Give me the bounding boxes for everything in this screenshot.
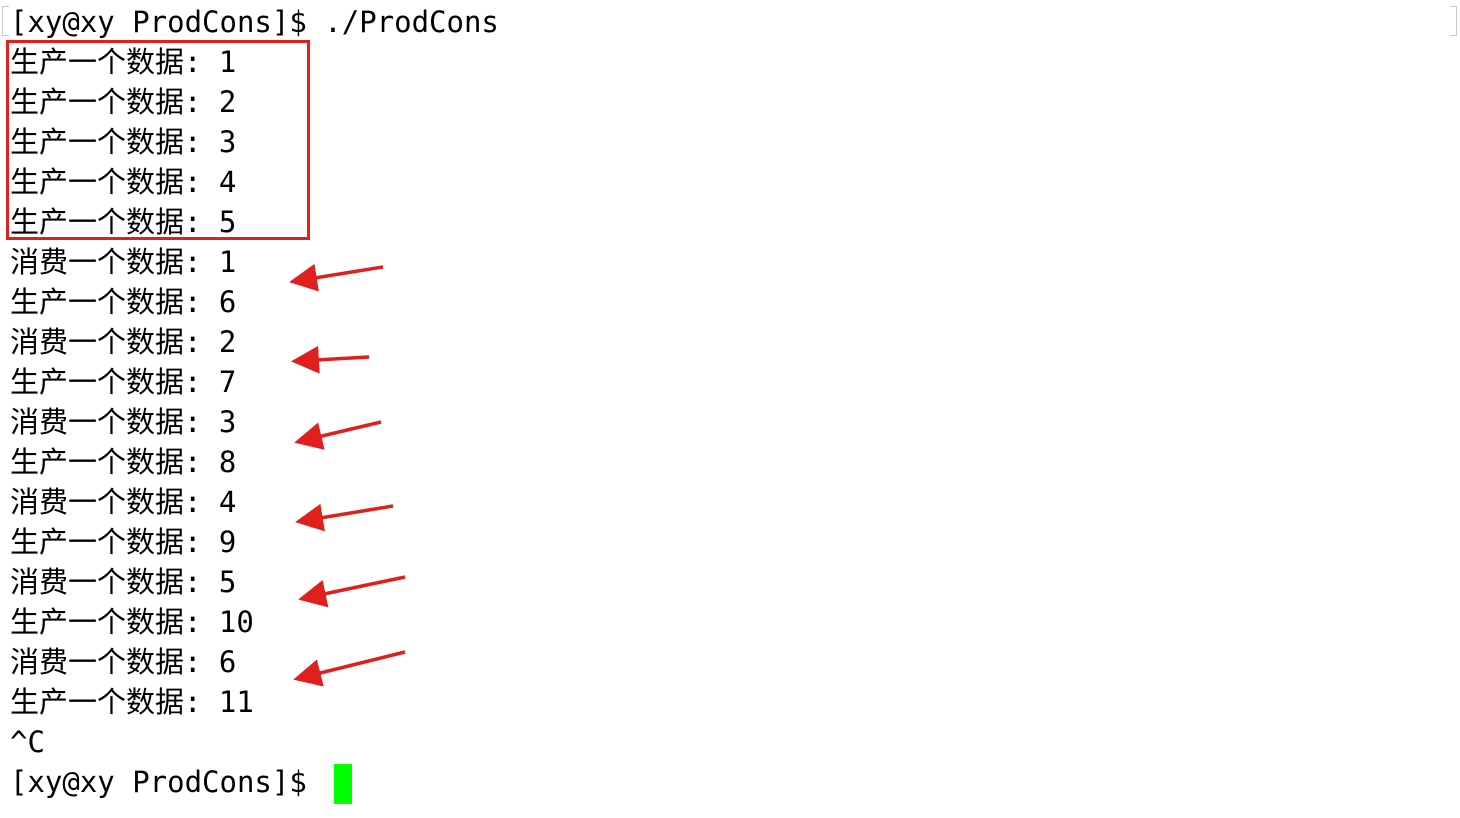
output-line: 生产一个数据: 6 bbox=[10, 285, 237, 319]
output-line: 生产一个数据: 11 bbox=[10, 685, 254, 719]
right-edge-marker bbox=[1450, 6, 1457, 36]
output-line: 生产一个数据: 8 bbox=[10, 445, 237, 479]
arrow bbox=[295, 503, 394, 532]
arrow bbox=[293, 650, 406, 687]
output-line: 消费一个数据: 4 bbox=[10, 485, 237, 519]
output-line: 生产一个数据: 3 bbox=[10, 125, 237, 159]
output-line: 生产一个数据: 7 bbox=[10, 365, 237, 399]
text-cursor bbox=[334, 764, 352, 804]
output-line: 生产一个数据: 1 bbox=[10, 45, 237, 79]
output-line: 消费一个数据: 5 bbox=[10, 565, 237, 599]
output-line: 生产一个数据: 2 bbox=[10, 85, 237, 119]
shell-prompt-line[interactable]: [xy@xy ProdCons]$ bbox=[10, 765, 325, 799]
output-line: 消费一个数据: 3 bbox=[10, 405, 237, 439]
arrow bbox=[294, 420, 382, 450]
left-edge-marker bbox=[2, 6, 9, 36]
output-line: 生产一个数据: 10 bbox=[10, 605, 254, 639]
output-line: 消费一个数据: 6 bbox=[10, 645, 237, 679]
arrow bbox=[291, 345, 370, 374]
producer-highlight-box bbox=[6, 40, 310, 240]
interrupt-line: ^C bbox=[10, 725, 45, 759]
arrow bbox=[289, 263, 384, 292]
output-line: 消费一个数据: 1 bbox=[10, 245, 237, 279]
output-line: 消费一个数据: 2 bbox=[10, 325, 237, 359]
arrow bbox=[298, 575, 406, 608]
output-line: 生产一个数据: 5 bbox=[10, 205, 237, 239]
output-line: 生产一个数据: 9 bbox=[10, 525, 237, 559]
command-prompt-line: [xy@xy ProdCons]$ ./ProdCons bbox=[10, 5, 499, 39]
output-line: 生产一个数据: 4 bbox=[10, 165, 237, 199]
